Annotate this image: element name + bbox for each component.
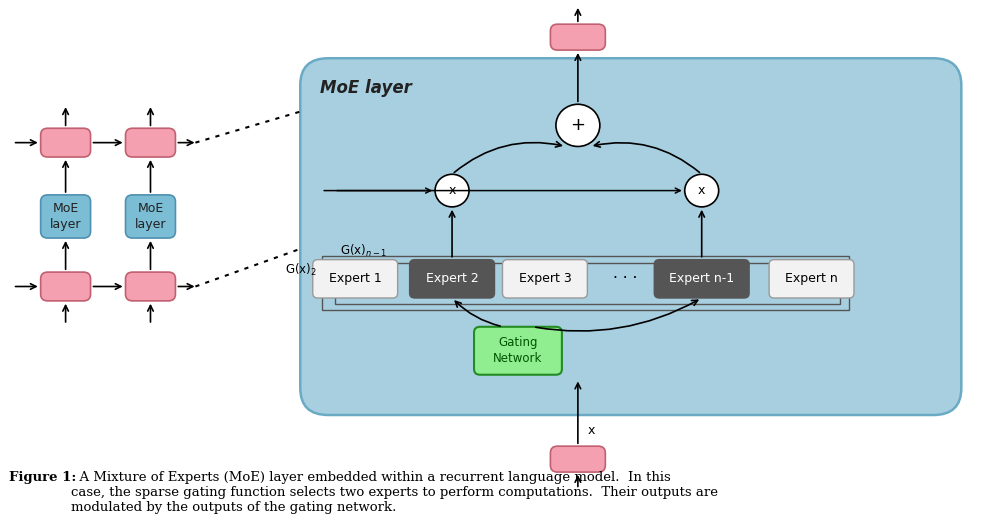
Text: x: x (698, 184, 705, 197)
Circle shape (435, 174, 469, 207)
Text: Expert 1: Expert 1 (329, 272, 382, 285)
Text: +: + (571, 116, 585, 134)
Text: x: x (588, 424, 595, 437)
Text: Figure 1:: Figure 1: (9, 471, 76, 484)
FancyBboxPatch shape (551, 24, 605, 50)
Text: Expert n-1: Expert n-1 (669, 272, 735, 285)
FancyBboxPatch shape (503, 259, 587, 298)
Text: Expert n: Expert n (786, 272, 838, 285)
FancyBboxPatch shape (300, 58, 961, 415)
Text: · · ·: · · · (613, 271, 637, 287)
Circle shape (556, 105, 600, 147)
FancyBboxPatch shape (551, 446, 605, 472)
FancyBboxPatch shape (769, 259, 854, 298)
FancyBboxPatch shape (40, 195, 90, 238)
Text: A Mixture of Experts (MoE) layer embedded within a recurrent language model.  In: A Mixture of Experts (MoE) layer embedde… (71, 471, 718, 514)
FancyBboxPatch shape (126, 272, 176, 301)
FancyBboxPatch shape (40, 128, 90, 157)
FancyBboxPatch shape (474, 327, 562, 375)
FancyBboxPatch shape (40, 272, 90, 301)
Text: x: x (449, 184, 456, 197)
Text: G(x)$_2$: G(x)$_2$ (286, 262, 317, 278)
Text: Expert 3: Expert 3 (518, 272, 572, 285)
FancyBboxPatch shape (654, 259, 749, 298)
FancyBboxPatch shape (312, 259, 398, 298)
Text: G(x)$_{n-1}$: G(x)$_{n-1}$ (340, 243, 387, 258)
Text: Expert 2: Expert 2 (425, 272, 478, 285)
FancyBboxPatch shape (409, 259, 495, 298)
Text: MoE layer: MoE layer (320, 80, 412, 97)
Text: MoE
layer: MoE layer (50, 202, 82, 231)
Text: Gating
Network: Gating Network (493, 336, 543, 365)
FancyBboxPatch shape (126, 128, 176, 157)
Circle shape (684, 174, 719, 207)
FancyBboxPatch shape (126, 195, 176, 238)
Bar (322, 256, 849, 309)
Bar (335, 264, 840, 304)
Text: MoE
layer: MoE layer (135, 202, 166, 231)
